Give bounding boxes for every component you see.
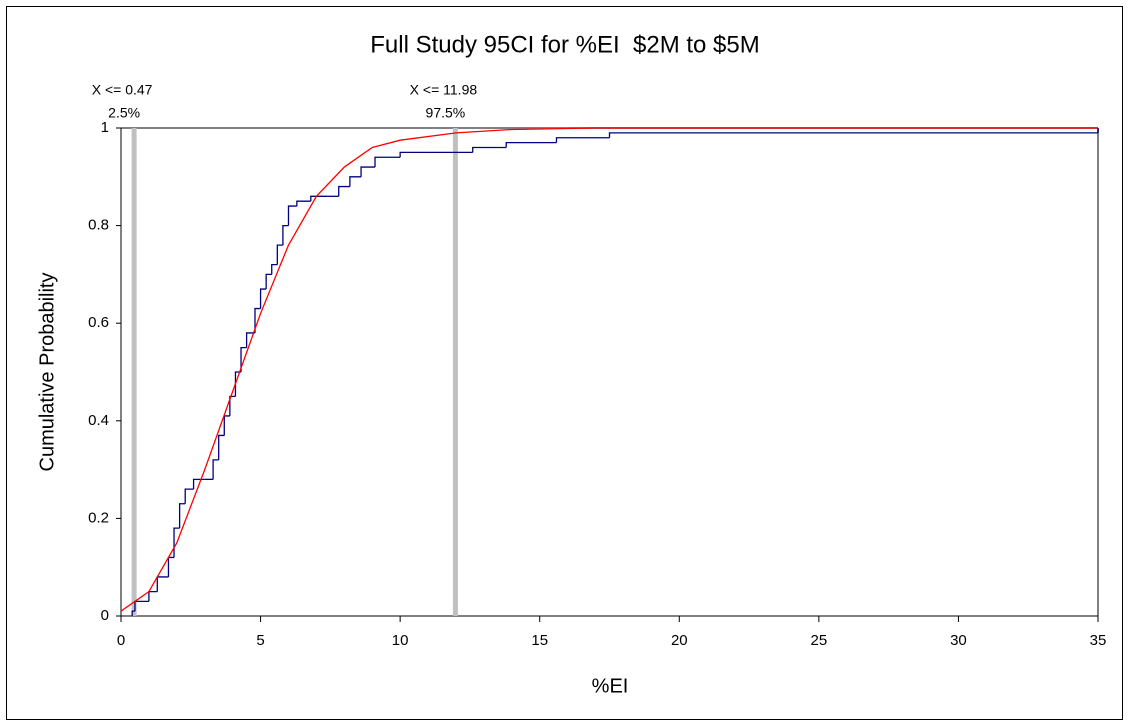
ci-label: X <= 0.47 [92,82,153,98]
ci-percent: 97.5% [426,105,466,121]
ci-percent: 2.5% [108,105,140,121]
chart-border [6,6,1123,720]
cdf-step [282,224,289,246]
cdf-step [374,156,401,168]
cdf-step [472,146,507,153]
cdf-step [608,132,1098,138]
cdf-step [245,332,255,348]
cdf-step [212,459,219,480]
cdf-step [338,185,350,197]
cdf-step [271,263,278,275]
cdf-step [184,488,194,504]
cdf-step [259,288,267,309]
cdf-step [229,395,236,416]
cdf-step [218,434,225,460]
cdf-step [254,307,261,333]
fitted-curve [120,127,1098,612]
cdf-step [555,137,610,143]
cdf-step [178,503,186,529]
cdf-step [296,200,311,207]
x-tick-label: 25 [811,632,828,649]
ci-label: X <= 11.98 [410,82,478,98]
cdf-step [240,346,247,372]
x-axis-label: %EI [592,675,629,697]
x-tick-label: 30 [950,632,967,649]
cdf-step [349,176,362,187]
y-tick-label: 0.8 [88,217,109,234]
chart-title: Full Study 95CI for %EI $2M to $5M [370,31,760,58]
x-tick-label: 20 [671,632,688,649]
x-tick-label: 15 [531,632,548,649]
x-tick-label: 10 [392,632,409,649]
cdf-step [399,151,429,158]
cdf-step [505,141,557,148]
cdf-step [131,610,135,616]
cdf-step [287,205,297,226]
cdf-step [310,195,328,202]
cdf-step [360,166,376,177]
y-axis-label: Cumulative Probability [36,273,58,472]
y-tick-label: 1 [101,119,109,136]
y-tick-label: 0.4 [88,412,109,429]
cdf-step [265,273,272,290]
y-tick-label: 0.6 [88,314,109,331]
x-tick-label: 5 [256,632,264,649]
y-tick-label: 0 [101,607,109,624]
cdf-step [276,244,283,265]
y-tick-label: 0.2 [88,509,109,526]
x-tick-label: 0 [117,632,125,649]
x-tick-label: 35 [1090,632,1107,649]
